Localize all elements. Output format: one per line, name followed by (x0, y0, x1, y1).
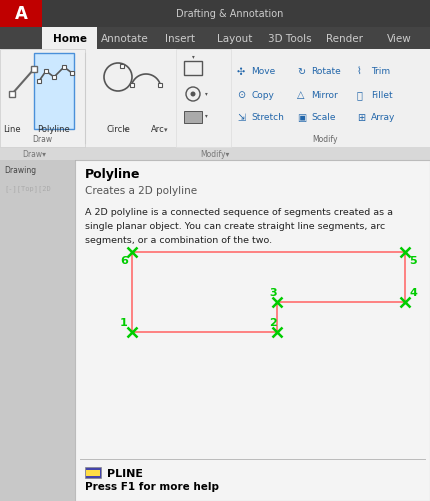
Text: PLINE: PLINE (107, 468, 143, 478)
Circle shape (190, 92, 196, 97)
Text: 2: 2 (269, 318, 277, 328)
Text: ⌇: ⌇ (357, 67, 362, 77)
Text: Array: Array (371, 113, 395, 122)
Text: 1: 1 (120, 318, 128, 328)
Text: segments, or a combination of the two.: segments, or a combination of the two. (85, 236, 272, 245)
Text: ▾: ▾ (164, 127, 168, 133)
Text: Modify▾: Modify▾ (200, 150, 229, 159)
Text: Scale: Scale (311, 113, 335, 122)
Text: Polyline: Polyline (85, 168, 141, 181)
Bar (0, 148, 430, 161)
Bar (0, 0, 430, 28)
Text: Drawing: Drawing (4, 166, 36, 175)
Bar (42, 28, 97, 50)
Text: 4: 4 (409, 287, 417, 297)
Text: ▾: ▾ (124, 127, 128, 133)
Text: A 2D polyline is a connected sequence of segments created as a: A 2D polyline is a connected sequence of… (85, 208, 393, 217)
Bar (85, 467, 101, 478)
Text: ⊞: ⊞ (357, 113, 365, 123)
Text: single planar object. You can create straight line segments, arc: single planar object. You can create str… (85, 222, 385, 231)
Text: Modify: Modify (312, 135, 338, 144)
Text: ▾: ▾ (205, 91, 207, 96)
Text: Creates a 2D polyline: Creates a 2D polyline (85, 186, 197, 195)
Text: Annotate: Annotate (101, 34, 148, 44)
Text: Draw▾: Draw▾ (22, 150, 46, 159)
Text: 6: 6 (120, 256, 128, 266)
Text: △: △ (297, 90, 304, 100)
Text: Arc: Arc (151, 125, 165, 134)
Text: ▣: ▣ (297, 113, 306, 123)
Bar (184, 112, 202, 124)
Bar (34, 54, 74, 130)
Text: Trim: Trim (371, 67, 390, 76)
Text: Move: Move (251, 67, 275, 76)
Bar (0, 161, 75, 501)
Text: Draw: Draw (32, 135, 52, 144)
Text: 3D Tools: 3D Tools (268, 34, 311, 44)
Bar (75, 161, 430, 501)
Bar (0, 50, 85, 148)
Text: Layout: Layout (217, 34, 252, 44)
Text: ↻: ↻ (297, 67, 305, 77)
Text: Line: Line (3, 125, 21, 134)
Text: Polyline: Polyline (38, 125, 71, 134)
Text: Rotate: Rotate (311, 67, 341, 76)
Text: Press F1 for more help: Press F1 for more help (85, 481, 219, 491)
Text: Drafting & Annotation: Drafting & Annotation (176, 9, 284, 19)
Text: Fillet: Fillet (371, 90, 393, 99)
Text: Render: Render (326, 34, 363, 44)
Text: View: View (387, 34, 412, 44)
Text: Stretch: Stretch (251, 113, 284, 122)
Text: ⌒: ⌒ (357, 90, 363, 100)
Bar (86, 470, 100, 476)
Text: Home: Home (52, 34, 86, 44)
Bar (176, 50, 231, 148)
Bar (0, 0, 42, 28)
Text: 3: 3 (269, 287, 277, 297)
Bar (0, 28, 430, 50)
Text: A: A (15, 5, 28, 23)
Bar (184, 62, 202, 76)
Text: ▾: ▾ (205, 113, 207, 118)
Text: Insert: Insert (165, 34, 194, 44)
Text: ⊙: ⊙ (237, 90, 245, 100)
Text: ⇲: ⇲ (237, 113, 245, 123)
Text: Copy: Copy (251, 90, 274, 99)
Text: Mirror: Mirror (311, 90, 338, 99)
Text: [-][Top][2D: [-][Top][2D (4, 185, 51, 192)
Text: Circle: Circle (106, 125, 130, 134)
Text: 5: 5 (409, 256, 417, 266)
Text: ✣: ✣ (237, 67, 245, 77)
Text: ▾: ▾ (192, 54, 194, 59)
Bar (0, 50, 430, 148)
